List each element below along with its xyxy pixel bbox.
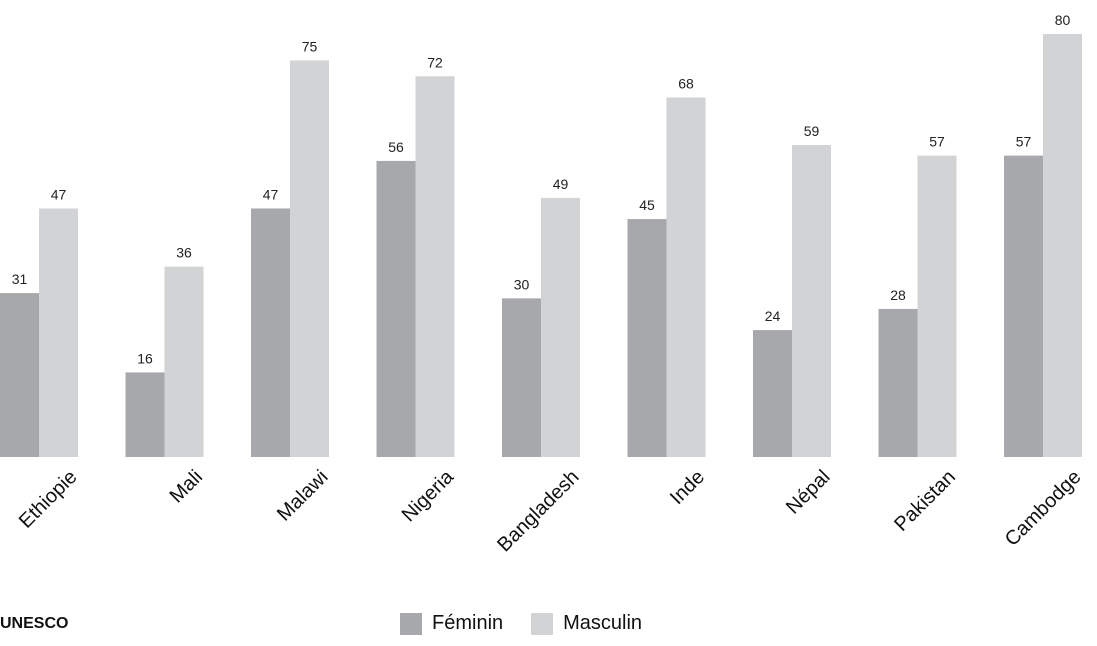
category-label-pakistan: Pakistan <box>890 466 960 536</box>
bar-feminin-nigeria <box>376 160 416 457</box>
category-label-bangladesh: Bangladesh <box>493 466 583 556</box>
bar-feminin-pakistan <box>878 308 918 457</box>
category-label-ethiopie: Ethiopie <box>15 466 82 533</box>
bar-masculin-ethiopie <box>39 208 78 457</box>
legend-item-male: Masculin <box>531 612 642 635</box>
bar-masculin-bangladesh <box>541 197 580 457</box>
category-label-inde: Inde <box>666 466 709 509</box>
data-label-masculin-nigeria: 72 <box>427 54 443 70</box>
data-label-feminin-nigeria: 56 <box>388 139 404 155</box>
bar-masculin-mali <box>164 266 204 457</box>
data-label-feminin-ethiopie: 31 <box>12 271 28 287</box>
source-label: UNESCO <box>0 615 69 632</box>
category-label-cambodge: Cambodge <box>1001 466 1086 551</box>
data-label-masculin-nepal: 59 <box>804 123 820 139</box>
bar-feminin-ethiopie <box>0 293 39 457</box>
data-label-masculin-mali: 36 <box>176 245 192 261</box>
legend-item-female: Féminin <box>400 612 503 635</box>
data-label-masculin-bangladesh: 49 <box>553 176 569 192</box>
legend-swatch-male <box>531 612 554 635</box>
data-label-masculin-cambodge: 80 <box>1055 12 1071 28</box>
bar-feminin-bangladesh <box>502 298 541 457</box>
bar-masculin-pakistan <box>917 155 957 458</box>
data-label-feminin-pakistan: 28 <box>890 287 906 303</box>
bar-chart: 31 47 Ethiopie 16 36 Mali 47 75 Malawi 56 72 Nigeri… <box>0 12 1086 556</box>
bar-feminin-cambodge <box>1004 155 1043 458</box>
legend-label-male: Masculin <box>563 612 643 634</box>
data-label-masculin-ethiopie: 47 <box>51 186 67 202</box>
bar-feminin-inde <box>627 219 667 457</box>
legend: Féminin Masculin <box>400 612 670 635</box>
bar-feminin-malawi <box>251 208 290 457</box>
data-label-feminin-bangladesh: 30 <box>514 276 530 292</box>
data-label-feminin-cambodge: 57 <box>1016 134 1032 150</box>
data-label-feminin-mali: 16 <box>137 350 153 366</box>
bar-masculin-nepal <box>792 145 831 457</box>
data-label-feminin-malawi: 47 <box>263 186 279 202</box>
legend-label-female: Féminin <box>432 612 504 634</box>
category-label-nepal: Népal <box>782 466 835 519</box>
bar-masculin-nigeria <box>415 76 455 458</box>
legend-swatch-female <box>400 612 422 635</box>
bar-masculin-malawi <box>290 60 329 457</box>
category-label-mali: Mali <box>166 466 207 507</box>
data-label-masculin-malawi: 75 <box>302 38 318 54</box>
category-label-nigeria: Nigeria <box>398 465 459 526</box>
bar-feminin-mali <box>125 372 165 457</box>
data-label-masculin-pakistan: 57 <box>929 134 945 150</box>
data-label-feminin-nepal: 24 <box>765 308 781 324</box>
data-label-masculin-inde: 68 <box>678 75 694 91</box>
bar-feminin-nepal <box>753 330 792 457</box>
category-label-malawi: Malawi <box>273 466 333 526</box>
bar-masculin-inde <box>666 97 706 457</box>
data-label-feminin-inde: 45 <box>639 197 655 213</box>
bar-masculin-cambodge <box>1043 34 1082 457</box>
